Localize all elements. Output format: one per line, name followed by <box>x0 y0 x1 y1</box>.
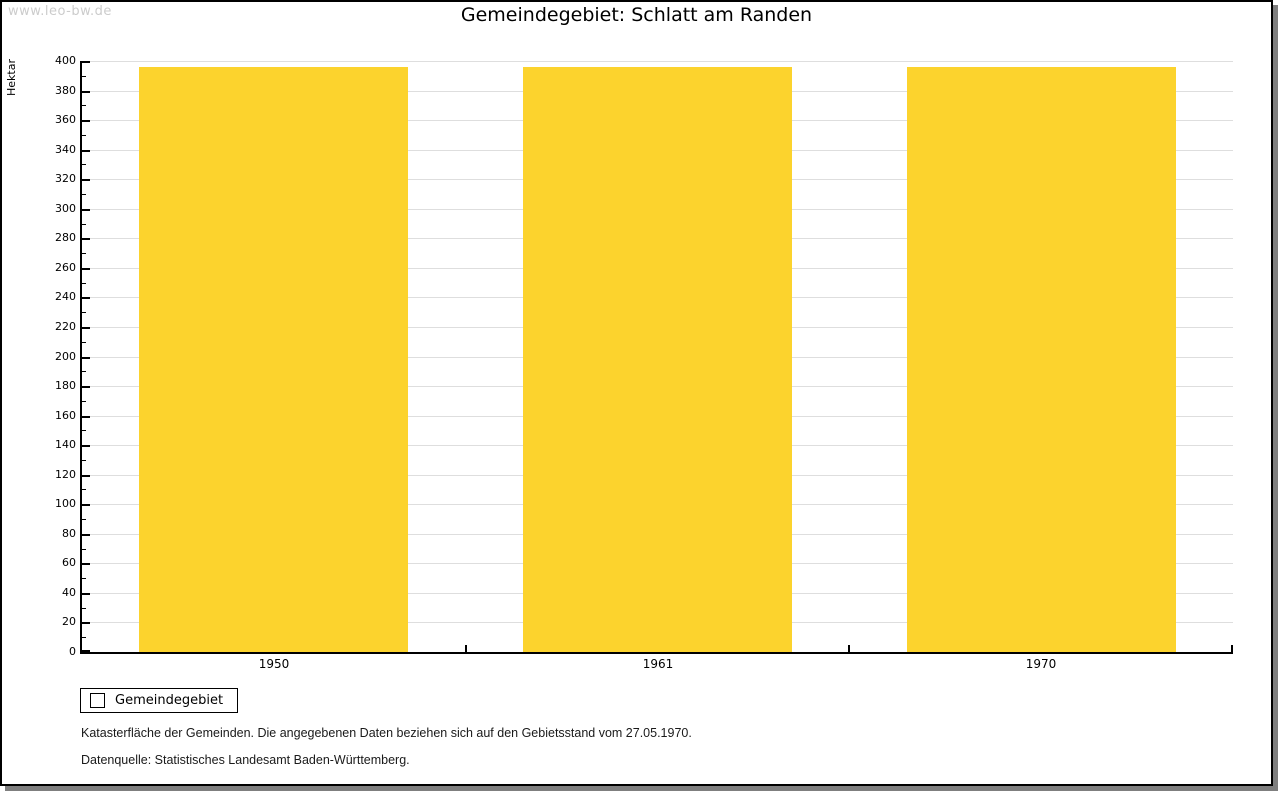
y-axis-major-tick <box>82 297 90 300</box>
y-axis-major-tick <box>82 533 90 536</box>
y-axis-tick-label: 380 <box>55 83 76 97</box>
y-axis-minor-tick <box>82 400 86 402</box>
x-axis-tick-label: 1970 <box>1025 657 1057 671</box>
y-axis-minor-tick <box>82 282 86 284</box>
y-axis-major-tick <box>82 208 90 211</box>
x-axis-tick-label: 1950 <box>258 657 290 671</box>
x-axis-boundary-tick <box>848 645 850 652</box>
y-axis-tick-label: 260 <box>55 260 76 274</box>
x-axis-boundary-tick <box>465 645 467 652</box>
y-axis-tick-label: 200 <box>55 349 76 363</box>
y-axis-major-tick <box>82 622 90 625</box>
y-axis-tick-label: 60 <box>62 556 76 570</box>
y-axis-tick-label: 300 <box>55 201 76 215</box>
y-axis-major-tick <box>82 149 90 152</box>
bar-1961 <box>523 67 792 652</box>
y-axis-major-tick <box>82 120 90 123</box>
y-axis-minor-tick <box>82 459 86 461</box>
y-axis-major-tick <box>82 90 90 93</box>
y-axis-minor-tick <box>82 371 86 373</box>
y-axis-minor-tick <box>82 430 86 432</box>
x-axis-boundary-tick <box>1231 645 1233 652</box>
x-axis-tick-label: 1961 <box>642 657 674 671</box>
bar-1970 <box>907 67 1176 652</box>
y-axis-major-tick <box>82 326 90 329</box>
y-axis-minor-tick <box>82 607 86 609</box>
y-axis-major-tick <box>82 592 90 595</box>
watermark-leo-bw: www.leo-bw.de <box>8 4 112 19</box>
y-axis-tick-label: 20 <box>62 615 76 629</box>
y-axis-major-tick <box>82 386 90 389</box>
plot-area: 0 20 40 60 80 100 120 140 160 180 200 220 240 260 280 3… <box>55 54 1233 671</box>
legend-label: Gemeindegebiet <box>115 693 224 708</box>
y-axis-minor-tick <box>82 637 86 639</box>
y-axis-minor-tick <box>82 341 86 343</box>
y-axis-minor-tick <box>82 75 86 77</box>
y-axis-major-tick <box>82 563 90 566</box>
y-axis-tick-label: 160 <box>55 408 76 422</box>
note-kataster: Katasterfläche der Gemeinden. Die angege… <box>81 726 692 740</box>
gridline <box>82 61 1233 62</box>
y-axis-major-tick <box>82 179 90 182</box>
page-title: Gemeindegebiet: Schlatt am Randen <box>460 4 813 26</box>
bar-1950 <box>139 67 408 652</box>
y-axis-major-tick <box>82 238 90 241</box>
y-axis-minor-tick <box>82 548 86 550</box>
y-axis-major-tick <box>82 267 90 270</box>
y-axis-major-tick <box>82 356 90 359</box>
y-axis-tick-label: 140 <box>55 438 76 452</box>
y-axis-minor-tick <box>82 489 86 491</box>
y-axis-tick-label: 40 <box>62 585 76 599</box>
y-axis-major-tick <box>82 504 90 507</box>
y-axis-minor-tick <box>82 253 86 255</box>
y-axis-major-tick <box>82 415 90 418</box>
y-axis-minor-tick <box>82 164 86 166</box>
legend-box: Gemeindegebiet <box>80 688 239 713</box>
y-axis-minor-tick <box>82 519 86 521</box>
y-axis-tick-label: 280 <box>55 231 76 245</box>
y-axis-tick-label: 340 <box>55 142 76 156</box>
y-axis-tick-label: 320 <box>55 172 76 186</box>
y-axis-tick-label: 80 <box>62 526 76 540</box>
y-axis-major-tick <box>82 61 90 63</box>
y-axis-tick-label: 220 <box>55 319 76 333</box>
y-axis-tick-label: 180 <box>55 379 76 393</box>
y-axis-minor-tick <box>82 312 86 314</box>
y-axis-minor-tick <box>82 193 86 195</box>
y-axis-tick-label: 400 <box>55 54 76 67</box>
y-axis-title: Hektar <box>5 59 18 96</box>
legend-swatch-icon <box>90 693 105 708</box>
y-axis-tick-label: 240 <box>55 290 76 304</box>
y-axis-major-tick <box>82 445 90 448</box>
y-axis-tick-label: 100 <box>55 497 76 511</box>
y-axis-major-tick <box>82 650 90 652</box>
note-datenquelle: Datenquelle: Statistisches Landesamt Bad… <box>81 753 410 767</box>
y-axis-tick-label: 120 <box>55 467 76 481</box>
y-axis-minor-tick <box>82 134 86 136</box>
y-axis-tick-label: 0 <box>69 645 76 658</box>
y-axis-minor-tick <box>82 578 86 580</box>
y-axis-minor-tick <box>82 223 86 225</box>
y-axis-major-tick <box>82 474 90 477</box>
y-axis-tick-label: 360 <box>55 113 76 127</box>
y-axis-minor-tick <box>82 105 86 107</box>
